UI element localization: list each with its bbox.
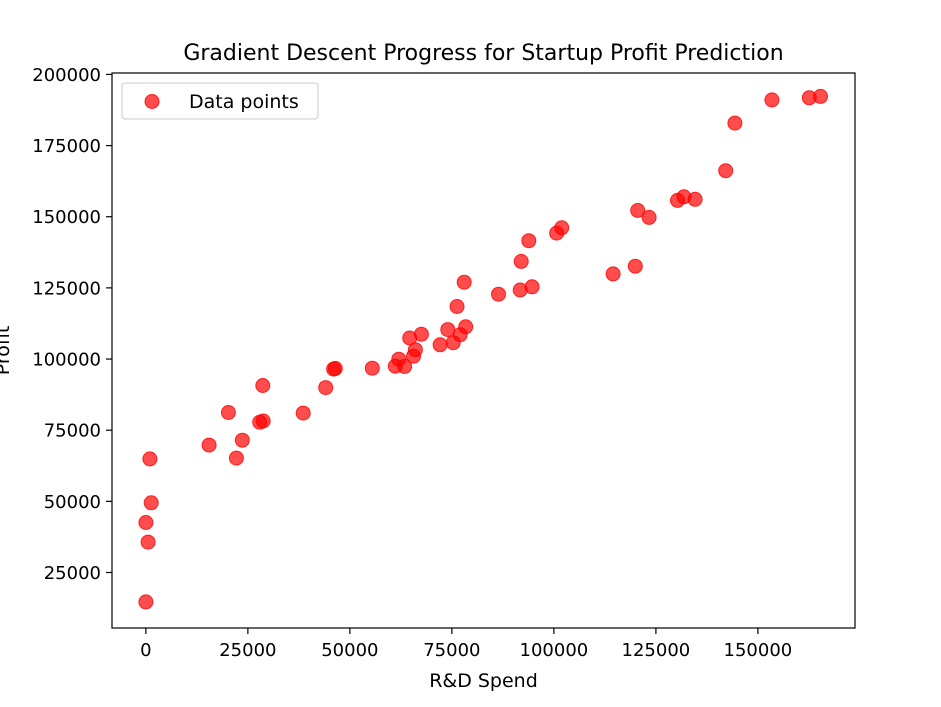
data-point-46 [143, 495, 159, 511]
y-tick-label-1: 50000 [44, 492, 101, 513]
data-point-7 [670, 192, 685, 208]
y-tick-label-5: 150000 [32, 207, 101, 228]
data-point-32 [397, 358, 413, 374]
y-tick-label-6: 175000 [32, 136, 101, 157]
data-point-8 [630, 202, 646, 218]
data-point-45 [142, 451, 158, 467]
data-point-6 [687, 191, 703, 207]
data-point-38 [220, 405, 236, 420]
data-point-15 [605, 266, 621, 282]
legend: Data points [121, 82, 319, 120]
data-point-39 [295, 405, 311, 421]
chart-title: Gradient Descent Progress for Startup Pr… [183, 41, 783, 66]
data-point-37 [318, 380, 334, 396]
data-point-16 [456, 274, 472, 290]
data-point-19 [491, 286, 506, 302]
data-point-27 [432, 337, 448, 353]
y-tick-label-7: 200000 [32, 65, 101, 86]
data-point-42 [234, 432, 250, 448]
data-point-9 [641, 209, 657, 225]
x-tick-label-1: 25000 [219, 640, 276, 661]
data-point-11 [549, 225, 565, 241]
data-point-49 [138, 594, 154, 610]
data-point-12 [521, 233, 537, 249]
y-tick-label-0: 25000 [44, 563, 101, 584]
x-tick-label-0: 0 [140, 640, 151, 661]
data-point-18 [512, 282, 528, 298]
x-axis-ticks: 0 25000 50000 75000 100000 125000 150000 [140, 628, 792, 661]
data-point-44 [228, 450, 244, 466]
data-points [138, 88, 828, 610]
legend-box [121, 82, 319, 120]
x-axis-label: R&D Spend [429, 670, 538, 692]
data-point-48 [140, 534, 156, 550]
legend-entry-label: Data points [189, 91, 299, 113]
data-point-41 [252, 414, 268, 430]
y-axis-label: Profit [0, 326, 14, 376]
data-point-3 [727, 115, 743, 131]
data-point-47 [138, 515, 154, 530]
data-point-33 [364, 360, 380, 376]
data-point-22 [440, 322, 456, 338]
data-point-35 [326, 361, 342, 377]
x-tick-label-4: 100000 [520, 640, 589, 661]
data-point-29 [406, 348, 421, 364]
x-tick-label-3: 75000 [423, 640, 480, 661]
data-point-13 [513, 253, 529, 269]
data-point-1 [801, 90, 817, 106]
data-point-26 [445, 335, 461, 351]
data-point-43 [201, 437, 217, 453]
plot-area-frame [111, 72, 856, 629]
data-point-4 [718, 163, 734, 179]
x-tick-label-6: 150000 [724, 640, 793, 661]
y-axis-ticks: 25000 50000 75000 100000 125000 150000 175000 2… [32, 65, 112, 584]
x-tick-label-5: 125000 [622, 640, 691, 661]
x-tick-label-2: 50000 [321, 640, 378, 661]
data-point-2 [764, 92, 780, 108]
y-tick-label-3: 100000 [32, 350, 101, 371]
y-tick-label-2: 75000 [44, 421, 101, 442]
data-point-14 [627, 258, 643, 274]
data-point-20 [449, 299, 465, 314]
legend-marker [144, 94, 160, 109]
y-tick-label-4: 125000 [32, 278, 101, 299]
data-point-36 [255, 378, 271, 393]
